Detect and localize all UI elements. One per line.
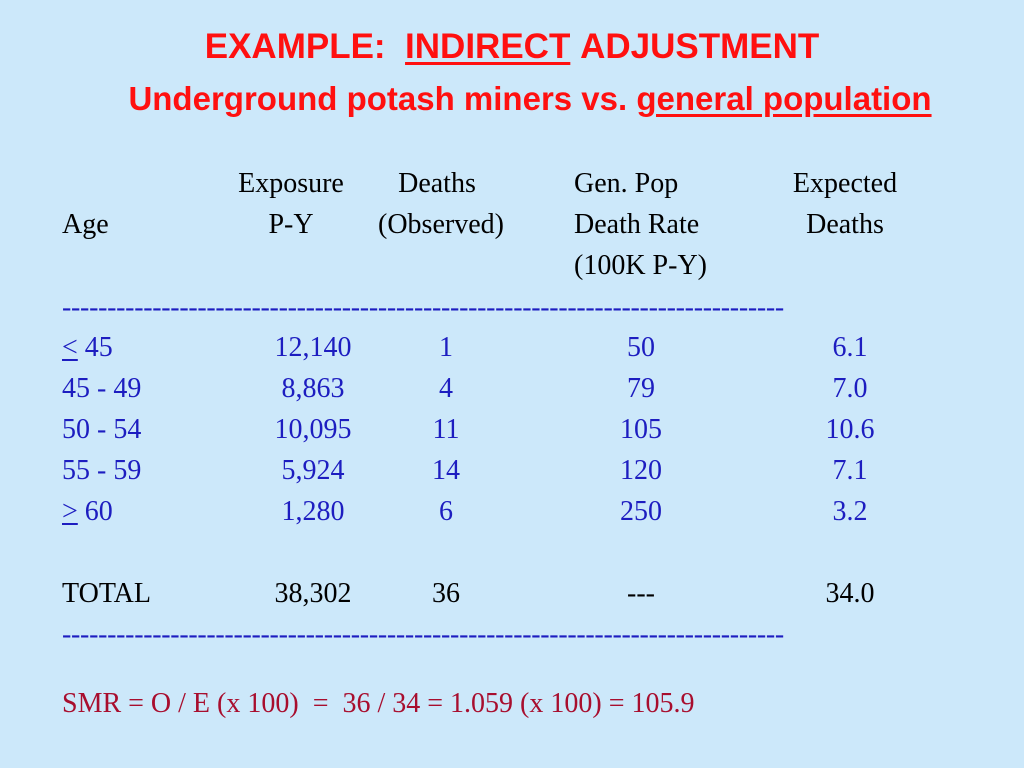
row-age-45-49: 45 - 49 (62, 373, 142, 404)
cell-expected: 7.0 (832, 373, 868, 404)
header-genpop-3: (100K P-Y) (574, 250, 707, 281)
cell-deaths: 14 (432, 455, 460, 486)
smr-formula: SMR = O / E (x 100) = 36 / 34 = 1.059 (x… (62, 688, 695, 719)
separator-top: ----------------------------------------… (62, 292, 784, 323)
total-label: TOTAL (62, 578, 152, 609)
header-expected-2: Deaths (806, 209, 884, 240)
row-age-55-59: 55 - 59 (62, 455, 142, 486)
total-rate: --- (627, 578, 655, 609)
cell-deaths: 4 (439, 373, 453, 404)
slide-title-line-1: EXAMPLE: INDIRECT ADJUSTMENT (0, 26, 1024, 68)
title-example: EXAMPLE: (204, 27, 386, 66)
cell-deaths: 1 (439, 332, 453, 363)
separator-bottom: ----------------------------------------… (62, 619, 784, 650)
total-exposure: 38,302 (274, 578, 352, 609)
less-than-symbol: < (62, 332, 78, 363)
total-expected: 34.0 (825, 578, 875, 609)
cell-exposure: 10,095 (274, 414, 352, 445)
row-age-50-54: 50 - 54 (62, 414, 142, 445)
age-value: 45 (84, 332, 113, 363)
header-genpop-2: Death Rate (574, 209, 700, 240)
cell-rate: 105 (620, 414, 662, 445)
row-age-lt45: < 45 (62, 332, 113, 364)
title-comparison: Underground potash miners vs. (128, 80, 628, 117)
greater-equal-symbol: > (62, 496, 78, 527)
cell-expected: 3.2 (832, 496, 868, 527)
row-age-ge60: > 60 (62, 496, 113, 528)
cell-expected: 6.1 (832, 332, 868, 363)
cell-exposure: 1,280 (281, 496, 345, 527)
header-deaths-1: Deaths (398, 168, 476, 199)
header-age: Age (62, 209, 109, 240)
age-value: 60 (84, 496, 113, 527)
header-exposure-1: Exposure (238, 168, 344, 199)
cell-exposure: 8,863 (281, 373, 345, 404)
cell-rate: 250 (620, 496, 662, 527)
cell-rate: 79 (627, 373, 655, 404)
cell-exposure: 12,140 (274, 332, 352, 363)
header-genpop-1: Gen. Pop (574, 168, 679, 199)
header-deaths-2: (Observed) (378, 209, 504, 240)
slide-title-line-2: Underground potash miners vs. general po… (18, 78, 1024, 120)
cell-deaths: 11 (432, 414, 460, 445)
total-deaths: 36 (432, 578, 460, 609)
cell-exposure: 5,924 (281, 455, 345, 486)
title-general-population: general population (636, 80, 932, 117)
cell-rate: 120 (620, 455, 662, 486)
cell-rate: 50 (627, 332, 655, 363)
title-indirect: INDIRECT (405, 27, 571, 66)
header-exposure-2: P-Y (268, 209, 314, 240)
header-expected-1: Expected (792, 168, 898, 199)
cell-deaths: 6 (439, 496, 453, 527)
title-adjustment: ADJUSTMENT (580, 27, 820, 66)
cell-expected: 7.1 (832, 455, 868, 486)
cell-expected: 10.6 (825, 414, 875, 445)
